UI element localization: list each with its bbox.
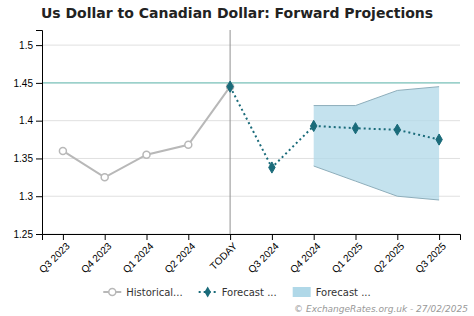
tick-mark [36,234,42,235]
point [101,174,108,181]
title: Us Dollar to Canadian Dollar: Forward Pr… [41,5,433,21]
point [394,124,400,135]
tick-mark [63,234,64,240]
point [227,81,233,92]
tick-label: 1.45 [14,78,34,89]
point [143,151,150,158]
tick-mark [36,158,42,159]
chart: 1.251.31.351.41.451.5Q3 2023Q4 2023Q1 20… [0,0,474,316]
tick: Q2 2024 [162,234,197,275]
tick: 1.5 [19,40,42,51]
tick-label: 1.3 [19,191,33,202]
tick-mark [314,234,315,240]
tick-label: 1.5 [19,40,33,51]
point [310,120,316,131]
band-edge [314,87,439,106]
point [185,141,192,148]
tick-mark [230,234,231,240]
tick: Q1 2024 [121,234,156,275]
marks [42,30,460,234]
tick: 1.45 [14,78,42,89]
grid-line [42,82,460,83]
tick-mark [36,83,42,84]
reference-line [230,30,231,234]
point [352,123,358,134]
legend-label: Forecast ... [222,287,277,298]
tick-label: Q1 2024 [121,240,156,275]
tick-mark [356,234,357,240]
legend-symbol [109,289,116,296]
tick: TODAY [208,234,240,272]
tick-label: Q2 2024 [162,240,197,275]
tick: Q1 2025 [330,234,365,275]
grid [42,45,460,234]
tick-label: Q3 2025 [413,240,448,275]
reference-line [42,82,460,83]
tick-label: Q4 2023 [79,240,114,275]
axis-line [43,235,461,241]
legend-item: Historical... [103,287,182,298]
legend: Historical... Forecast ... Forecast ... [103,286,370,297]
tick-mark [36,196,42,197]
tick-mark [105,234,106,240]
tick-mark [439,234,440,240]
tick-label: Q2 2025 [371,240,406,275]
point [59,147,66,154]
tick: Q3 2024 [246,234,281,275]
tick: Q3 2025 [413,234,448,275]
legend-item: Forecast ... [199,286,277,297]
tick-mark [272,234,273,240]
tick-mark [36,121,42,122]
series-line [63,87,230,178]
point [269,162,275,173]
series-line [230,87,439,168]
legend-symbol [293,287,311,297]
plot: 1.251.31.351.41.451.5Q3 2023Q4 2023Q1 20… [14,30,461,275]
tick-label: 1.35 [14,153,34,164]
axis-line [36,31,43,235]
band-area [314,87,439,200]
tick-label: Q4 2024 [288,240,323,275]
legend-label: Forecast ... [316,287,371,298]
x-axis: Q3 2023Q4 2023Q1 2024Q2 2024 TODAYQ3 2024… [37,234,461,275]
tick-label: Q1 2025 [330,240,365,275]
tick-mark [147,234,148,240]
tick: 1.35 [14,153,42,164]
tick: Q4 2023 [79,234,114,275]
tick-label: Q3 2024 [246,240,281,275]
grid-line [42,45,460,46]
legend-symbol [204,286,210,297]
annotation: © ExchangeRates.org.uk - 27/02/2025 [294,304,468,314]
tick: 1.25 [14,229,42,240]
point [436,134,442,145]
tick: 1.3 [19,191,42,202]
tick-mark [397,234,398,240]
tick-label: TODAY [208,240,240,272]
tick: 1.4 [19,115,42,126]
tick-mark [188,234,189,240]
tick: Q3 2023 [37,234,72,275]
tick-label: 1.25 [14,229,34,240]
tick: Q4 2024 [288,234,323,275]
tick-label: 1.4 [19,115,33,126]
legend-item: Forecast ... [293,287,371,298]
band-edge [314,166,439,200]
tick: Q2 2025 [371,234,406,275]
tick-mark [36,45,42,46]
tick-label: Q3 2023 [37,240,72,275]
legend-label: Historical... [126,287,182,298]
y-axis: 1.25 1.3 1.35 1.4 1.45 1.5 [14,31,43,240]
